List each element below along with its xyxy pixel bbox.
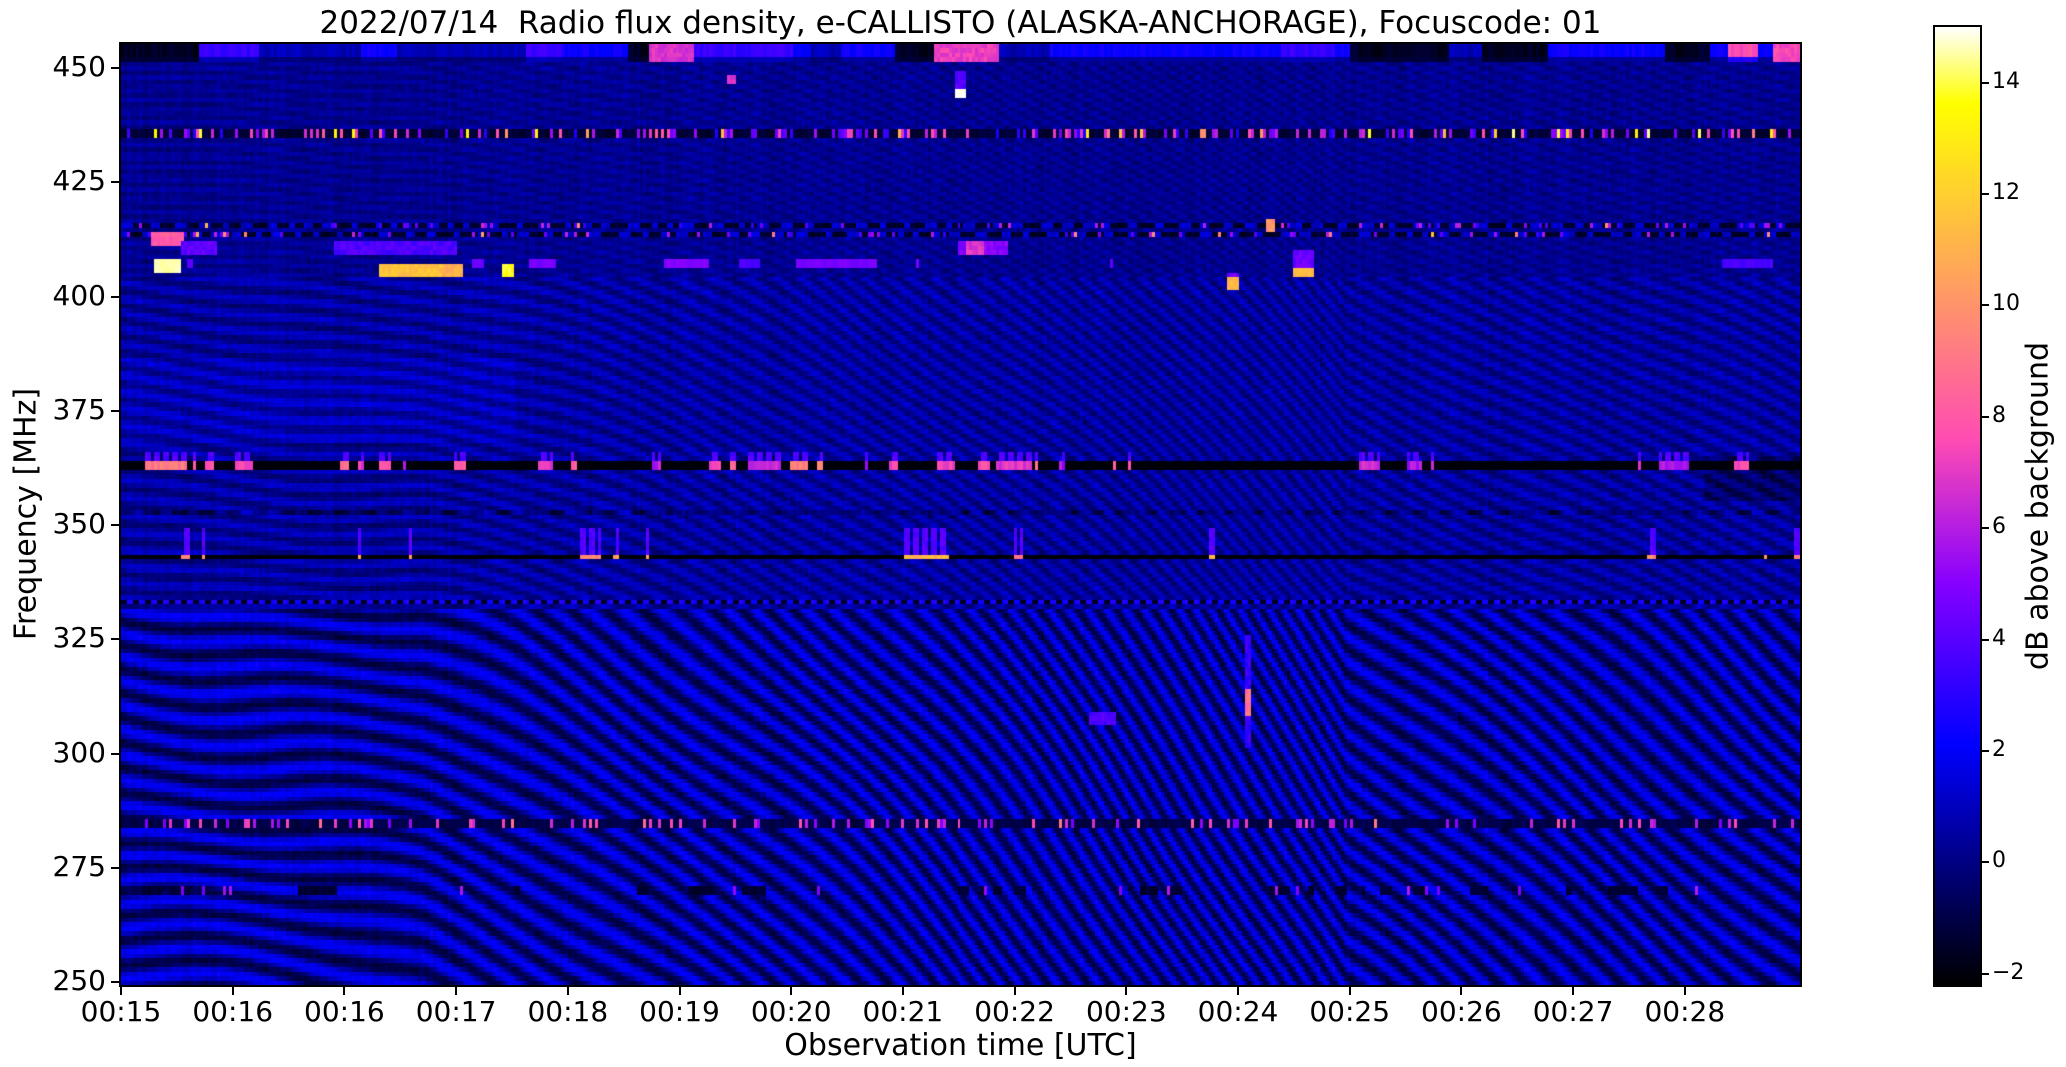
y-tick-mark xyxy=(111,67,121,69)
x-tick-label: 00:21 xyxy=(862,995,944,1028)
chart-title: 2022/07/14 Radio flux density, e-CALLIST… xyxy=(319,5,1602,41)
x-tick-label: 00:19 xyxy=(639,995,720,1028)
x-tick-mark xyxy=(1460,985,1463,995)
y-tick-label: 375 xyxy=(52,392,106,426)
x-tick-label: 00:17 xyxy=(415,995,497,1028)
x-tick-label: 00:15 xyxy=(80,995,162,1028)
y-tick-label: 450 xyxy=(52,50,106,83)
colorbar-tick-mark xyxy=(1980,415,1989,418)
colorbar-tick-label: 6 xyxy=(1992,514,2006,540)
x-tick-mark xyxy=(678,985,681,995)
colorbar-tick-label: 2 xyxy=(1992,737,2006,763)
y-tick-mark xyxy=(111,752,121,755)
x-tick-label: 00:25 xyxy=(1309,995,1391,1028)
colorbar-tick-mark xyxy=(1980,638,1989,641)
x-tick-mark xyxy=(1237,985,1239,995)
y-tick-mark xyxy=(111,638,121,641)
x-tick-mark xyxy=(1125,985,1128,995)
x-tick-label: 00:18 xyxy=(527,995,609,1028)
colorbar-tick-label: 4 xyxy=(1992,625,2006,651)
colorbar-tick-mark xyxy=(1980,193,1989,196)
x-tick-mark xyxy=(343,985,346,995)
x-tick-mark xyxy=(901,985,904,995)
colorbar-tick-mark xyxy=(1980,304,1989,307)
x-tick-label: 00:16 xyxy=(192,995,274,1028)
colorbar-tick-mark xyxy=(1980,972,1989,975)
colorbar-tick-mark xyxy=(1980,81,1989,84)
x-tick-label: 00:22 xyxy=(974,995,1055,1028)
x-tick-label: 00:16 xyxy=(304,995,385,1028)
x-tick-mark xyxy=(1572,985,1575,995)
colorbar-tick-label: 0 xyxy=(1992,848,2006,874)
colorbar-tick-label: 8 xyxy=(1992,402,2006,428)
colorbar-tick-label: 14 xyxy=(1992,68,2020,94)
y-tick-label: 425 xyxy=(52,164,106,198)
y-tick-mark xyxy=(111,981,121,983)
y-tick-mark xyxy=(111,295,121,298)
x-tick-mark xyxy=(1348,985,1351,995)
x-tick-mark xyxy=(231,985,234,995)
y-tick-mark xyxy=(111,181,121,184)
x-axis-label: Observation time [UTC] xyxy=(784,1028,1137,1063)
y-tick-label: 250 xyxy=(52,964,106,997)
y-tick-mark xyxy=(111,866,121,869)
y-tick-mark xyxy=(111,524,121,526)
x-tick-mark xyxy=(1683,985,1686,995)
x-tick-label: 00:24 xyxy=(1197,995,1279,1028)
x-tick-label: 00:20 xyxy=(750,995,832,1028)
colorbar-tick-label: 12 xyxy=(1992,180,2020,206)
x-tick-mark xyxy=(455,985,458,995)
x-tick-mark xyxy=(1013,985,1016,995)
x-tick-label: 00:27 xyxy=(1532,995,1614,1028)
x-tick-label: 00:23 xyxy=(1085,995,1167,1028)
x-tick-label: 00:28 xyxy=(1644,995,1726,1028)
y-tick-label: 350 xyxy=(52,507,106,540)
colorbar-tick-label: −2 xyxy=(1992,959,2025,985)
x-tick-mark xyxy=(120,985,122,995)
y-tick-label: 275 xyxy=(52,849,106,883)
y-tick-mark xyxy=(111,409,121,412)
x-tick-mark xyxy=(566,985,569,995)
colorbar-tick-mark xyxy=(1980,750,1989,753)
colorbar-gradient xyxy=(1935,27,1980,985)
colorbar-label: dB above background xyxy=(2020,341,2056,671)
x-tick-mark xyxy=(790,985,793,995)
y-tick-label: 300 xyxy=(52,735,106,769)
colorbar-tick-label: 10 xyxy=(1992,291,2020,317)
colorbar-tick-mark xyxy=(1980,861,1989,864)
colorbar-tick-mark xyxy=(1980,527,1989,530)
y-axis-label: Frequency [MHz] xyxy=(8,387,44,641)
x-tick-label: 00:26 xyxy=(1421,995,1502,1028)
y-tick-label: 400 xyxy=(52,278,106,312)
y-tick-label: 325 xyxy=(52,621,106,655)
spectrogram-heatmap xyxy=(121,44,1800,985)
